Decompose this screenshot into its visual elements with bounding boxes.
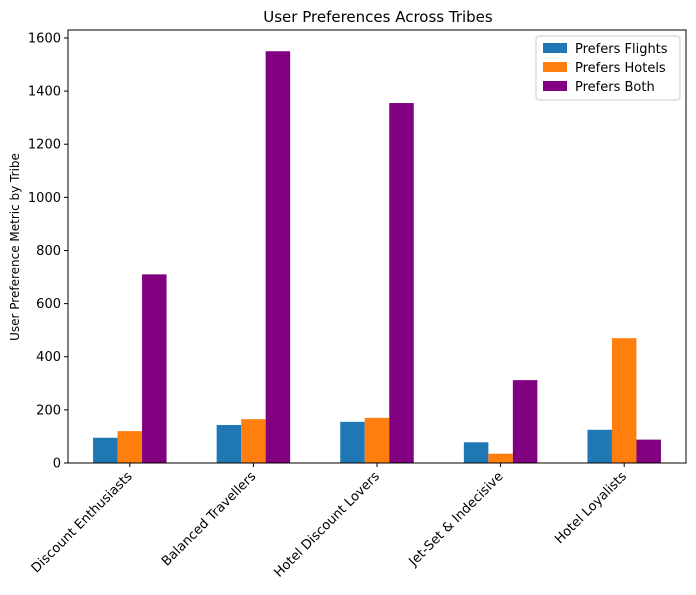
x-tick-label-4: Hotel Loyalists: [552, 469, 630, 547]
y-tick-label-3: 600: [36, 297, 61, 312]
bar-1-1: [93, 437, 118, 463]
bar-3-4: [512, 380, 538, 463]
legend-swatch-2: [543, 62, 567, 72]
x-tick-label-0: Discount Enthusiasts: [29, 469, 136, 576]
chart-title: User Preferences Across Tribes: [263, 8, 493, 26]
legend-swatch-1: [543, 43, 567, 53]
y-tick-label-6: 1200: [28, 138, 61, 153]
legend-label-1: Prefers Flights: [575, 42, 668, 57]
y-tick-label-2: 400: [36, 350, 61, 365]
bar-2-5: [611, 338, 637, 463]
legend: Prefers Flights Prefers Hotels Prefers Bot…: [535, 35, 681, 101]
legend-label-2: Prefers Hotels: [575, 61, 666, 76]
legend-swatch-3: [543, 81, 567, 91]
x-tick-label-1: Balanced Travellers: [159, 469, 259, 569]
legend-label-3: Prefers Both: [575, 80, 655, 95]
x-axis: Discount Enthusiasts Balanced Travellers H…: [29, 463, 630, 581]
bar-3-5: [636, 439, 661, 463]
y-axis: 0 200 400 600 800 1000 1200 1400 1600: [28, 31, 68, 472]
y-tick-label-7: 1400: [28, 85, 61, 100]
y-axis-label: User Preference Metric by Tribe: [8, 153, 22, 341]
bar-1-2: [216, 425, 242, 463]
bar-2-4: [488, 453, 513, 463]
y-tick-label-0: 0: [53, 457, 61, 472]
bar-3-2: [265, 51, 291, 464]
y-tick-label-1: 200: [36, 403, 61, 418]
x-tick-label-2: Hotel Discount Lovers: [271, 469, 383, 581]
bar-1-4: [463, 442, 489, 463]
plot-frame: [67, 29, 687, 464]
y-tick-label-4: 800: [36, 244, 61, 259]
bar-2-1: [117, 431, 143, 463]
bars-group: [93, 51, 661, 464]
y-tick-label-5: 1000: [28, 191, 61, 206]
bar-3-3: [389, 103, 414, 463]
legend-frame: [535, 35, 681, 101]
y-tick-label-8: 1600: [28, 31, 61, 46]
bar-2-3: [364, 417, 390, 463]
bar-1-5: [587, 429, 612, 463]
bar-1-3: [340, 421, 365, 463]
bar-3-1: [142, 274, 167, 463]
bar-2-2: [241, 419, 266, 463]
x-tick-label-3: Jet-Set & Indecisive: [406, 469, 507, 570]
